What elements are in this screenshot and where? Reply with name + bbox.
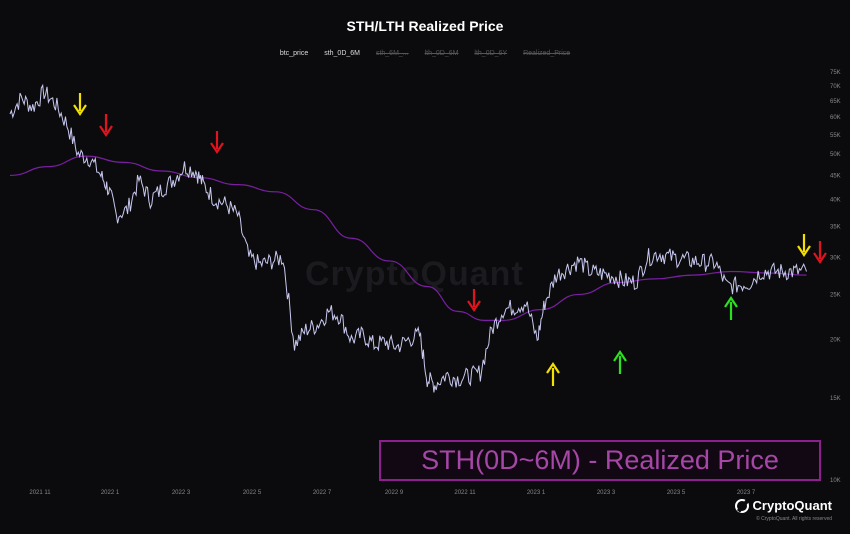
y-tick-label: 75K bbox=[830, 70, 841, 76]
x-tick-label: 2023 5 bbox=[667, 490, 686, 496]
signal-arrow-down bbox=[99, 114, 113, 137]
signal-arrow-down bbox=[813, 241, 827, 264]
legend-item-btc-price[interactable]: btc_price bbox=[279, 50, 309, 57]
x-tick-label: 2021 11 bbox=[29, 490, 51, 496]
y-tick-label: 55K bbox=[830, 133, 841, 139]
y-tick-label: 45K bbox=[830, 173, 841, 179]
y-tick-label: 25K bbox=[830, 292, 841, 298]
y-tick-label: 30K bbox=[830, 256, 841, 262]
y-tick-label: 50K bbox=[830, 152, 841, 158]
signal-arrow-up bbox=[613, 350, 627, 374]
signal-arrow-down bbox=[210, 131, 224, 154]
x-tick-label: 2023 7 bbox=[737, 490, 756, 496]
signal-arrow-down bbox=[73, 93, 87, 116]
x-axis: 2021 11 2022 1 2022 3 2022 5 2022 7 2022 9 202… bbox=[29, 490, 755, 496]
btc-price-line bbox=[9, 83, 807, 393]
x-tick-label: 2023 3 bbox=[597, 490, 616, 496]
signal-arrow-up bbox=[546, 362, 560, 386]
y-tick-label: 65K bbox=[830, 99, 841, 105]
cryptoquant-logo: CryptoQuant bbox=[734, 498, 832, 513]
x-tick-label: 2022 9 bbox=[385, 490, 404, 496]
x-tick-label: 2022 11 bbox=[454, 490, 476, 496]
overlay-label-box: STH(0D~6M) - Realized Price bbox=[379, 440, 821, 481]
legend-item-sth-6m[interactable]: sth_6M_... bbox=[375, 50, 409, 57]
x-tick-label: 2022 1 bbox=[101, 490, 120, 496]
y-tick-label: 40K bbox=[830, 197, 841, 203]
y-tick-label: 60K bbox=[830, 115, 841, 121]
signal-arrow-up bbox=[724, 296, 738, 320]
copyright: © CryptoQuant. All rights reserved bbox=[756, 516, 832, 522]
legend-item-lth-0d-6y[interactable]: lth_0D_6Y bbox=[474, 50, 508, 57]
x-tick-label: 2023 1 bbox=[527, 490, 546, 496]
y-tick-label: 15K bbox=[830, 396, 841, 402]
signal-arrow-down bbox=[467, 289, 481, 312]
y-tick-label: 70K bbox=[830, 84, 841, 90]
legend-item-lth-0d-6m[interactable]: lth_0D_6M bbox=[424, 50, 459, 57]
overlay-label: STH(0D~6M) - Realized Price bbox=[421, 445, 779, 475]
logo-text: CryptoQuant bbox=[752, 498, 832, 513]
chart-title: STH/LTH Realized Price bbox=[346, 18, 504, 34]
legend-item-realized-price[interactable]: Realized_Price bbox=[523, 50, 571, 57]
y-axis: 75K 70K 65K 60K 55K 50K 45K 40K 35K 30K 25K 20K 15K 1… bbox=[830, 70, 841, 484]
y-tick-label: 35K bbox=[830, 224, 841, 230]
y-tick-label: 10K bbox=[830, 478, 841, 484]
sth-realized-price-line bbox=[9, 155, 807, 321]
cryptoquant-logo-icon bbox=[734, 498, 749, 513]
signal-arrow-down bbox=[797, 234, 811, 257]
x-tick-label: 2022 3 bbox=[172, 490, 191, 496]
legend-item-sth-0d-6m[interactable]: sth_0D_6M bbox=[324, 50, 360, 57]
x-tick-label: 2022 7 bbox=[313, 490, 332, 496]
signal-markers bbox=[73, 93, 827, 386]
x-tick-label: 2022 5 bbox=[243, 490, 262, 496]
watermark: CryptoQuant bbox=[305, 255, 524, 293]
chart-legend: btc_price sth_0D_6M sth_6M_... lth_0D_6M… bbox=[0, 50, 850, 57]
y-tick-label: 20K bbox=[830, 338, 841, 344]
